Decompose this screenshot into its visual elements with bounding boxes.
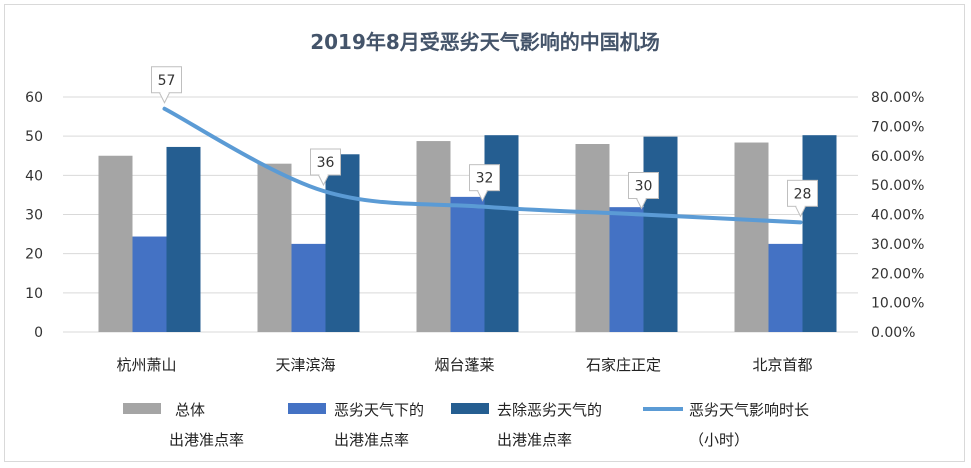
bar: [575, 144, 610, 332]
category-label: 北京首都: [752, 356, 812, 374]
data-label: 36: [310, 148, 341, 187]
right-tick-label: 50.00%: [871, 178, 924, 194]
left-tick-label: 10: [25, 286, 43, 302]
bar: [609, 207, 644, 332]
data-label-box: [787, 179, 818, 207]
right-tick-label: 40.00%: [871, 208, 924, 224]
left-tick-label: 60: [25, 90, 43, 106]
data-label-text: 32: [476, 171, 494, 187]
data-label-pointer: [159, 92, 170, 104]
category-label: 杭州萧山: [116, 356, 176, 374]
bar: [132, 236, 167, 332]
bar: [734, 142, 769, 332]
bar: [257, 163, 292, 332]
left-tick-label: 30: [25, 208, 43, 224]
left-axis: 0 10 20 30 40 50 60: [25, 90, 43, 341]
bar: [416, 141, 451, 332]
legend-label-line1: 总体: [175, 401, 205, 419]
legend-item: 恶劣天气影响时长 （小时）: [643, 401, 809, 449]
left-tick-label: 50: [25, 129, 43, 145]
legend-label-line1: 恶劣天气下的: [334, 401, 424, 419]
right-tick-label: 80.00%: [871, 90, 924, 106]
data-label-text: 57: [158, 73, 176, 89]
legend: 总体出港准点率恶劣天气下的出港准点率去除恶劣天气的出港准点率恶劣天气影响时长（小…: [123, 401, 809, 449]
legend-label-line2: 出港准点率: [497, 431, 572, 449]
category-label: 石家庄正定: [586, 356, 661, 374]
data-label-pointer: [795, 206, 806, 218]
legend-swatch: [451, 403, 489, 414]
legend-swatch: [123, 403, 161, 414]
bar: [291, 243, 326, 332]
left-tick-label: 0: [34, 325, 43, 341]
category-label: 烟台蓬莱: [434, 356, 494, 374]
bar: [768, 243, 803, 332]
right-tick-label: 0.00%: [871, 325, 915, 341]
category-axis: 杭州萧山 天津滨海 烟台蓬莱 石家庄正定 北京首都: [116, 356, 812, 374]
left-tick-label: 40: [25, 168, 43, 184]
right-tick-label: 20.00%: [871, 266, 924, 282]
left-tick-label: 20: [25, 247, 43, 263]
legend-label-line2: （小时）: [689, 431, 749, 449]
data-label: 32: [469, 164, 500, 202]
bar: [802, 135, 837, 332]
right-tick-label: 70.00%: [871, 119, 924, 135]
data-label-box: [469, 164, 500, 192]
duration-line: [162, 106, 803, 225]
data-label-text: 36: [317, 155, 335, 171]
chart-frame: 2019年8月受恶劣天气影响的中国机场 0 10 20 30 40 50 60 0.00% 1…: [4, 4, 965, 462]
chart-title: 2019年8月受恶劣天气影响的中国机场: [310, 30, 660, 54]
data-label-pointer: [636, 198, 647, 210]
data-label-text: 30: [635, 179, 653, 195]
bar: [450, 196, 485, 332]
legend-label-line1: 恶劣天气影响时长: [689, 401, 809, 419]
data-label: 28: [787, 179, 818, 218]
bar: [166, 146, 201, 332]
category-label: 天津滨海: [275, 356, 335, 374]
data-label-box: [628, 172, 659, 199]
data-label-pointer: [477, 190, 488, 202]
bar: [325, 154, 360, 332]
legend-label-line2: 出港准点率: [169, 431, 244, 449]
bar: [643, 136, 678, 332]
data-label: 57: [151, 66, 182, 104]
data-label-box: [151, 66, 182, 94]
right-tick-label: 30.00%: [871, 237, 924, 253]
legend-label-line1: 去除恶劣天气的: [497, 401, 602, 419]
data-label: 30: [628, 172, 659, 210]
bars: [98, 135, 837, 332]
legend-label-line2: 出港准点率: [334, 431, 409, 449]
data-label-pointer: [318, 174, 329, 187]
legend-swatch: [288, 403, 326, 414]
bar: [98, 155, 133, 332]
line-series: 57 36 32 30 28: [151, 66, 818, 225]
data-label-text: 28: [794, 186, 812, 202]
right-tick-label: 60.00%: [871, 149, 924, 165]
right-tick-label: 10.00%: [871, 296, 924, 312]
right-axis: 0.00% 10.00% 20.00% 30.00% 40.00% 50.00% 60.00…: [871, 90, 924, 341]
chart: 2019年8月受恶劣天气影响的中国机场 0 10 20 30 40 50 60 0.00% 1…: [25, 30, 924, 449]
